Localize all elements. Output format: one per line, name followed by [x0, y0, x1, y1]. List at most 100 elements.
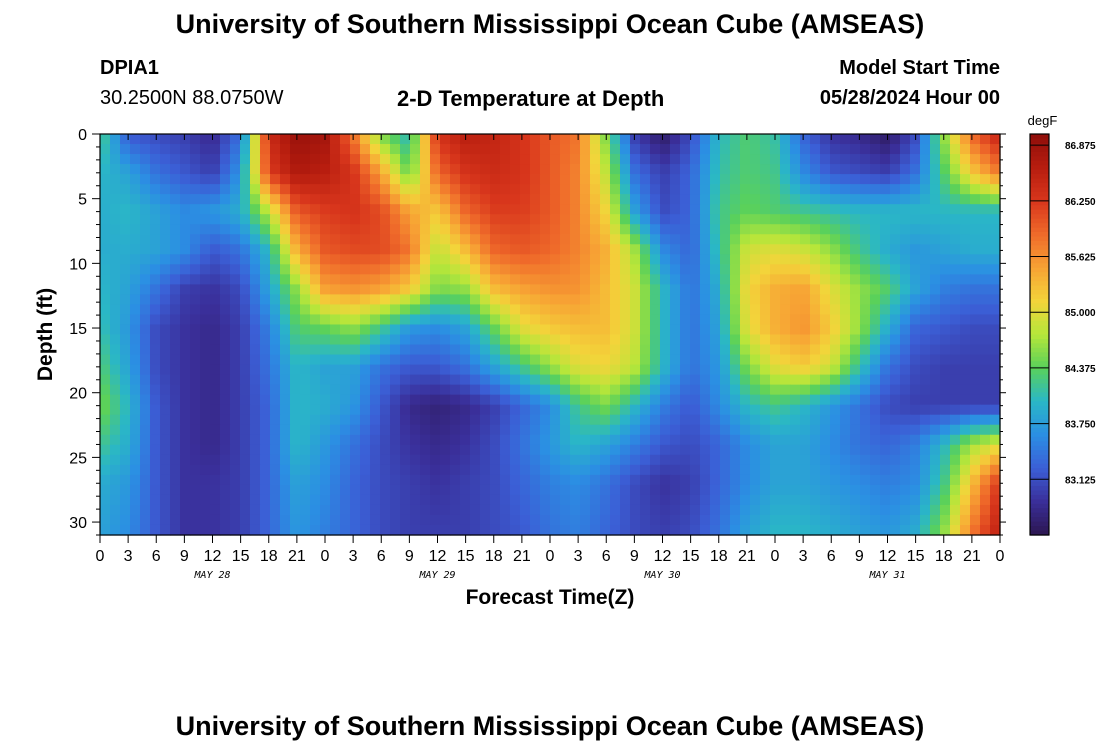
- heatmap-cell: [850, 354, 861, 366]
- heatmap-cell: [830, 134, 841, 145]
- heatmap-cell: [690, 224, 701, 235]
- heatmap-cell: [890, 424, 901, 436]
- heatmap-cell: [190, 494, 201, 506]
- heatmap-cell: [540, 214, 551, 225]
- heatmap-cell: [400, 244, 411, 255]
- heatmap-cell: [440, 134, 451, 145]
- colorbar-swatch: [1030, 147, 1049, 153]
- heatmap-cell: [680, 404, 691, 416]
- heatmap-cell: [710, 444, 721, 456]
- heatmap-cell: [820, 174, 831, 185]
- heatmap-cell: [160, 514, 171, 526]
- heatmap-cell: [520, 194, 531, 205]
- heatmap-cell: [510, 354, 521, 366]
- heatmap-cell: [870, 424, 881, 436]
- heatmap-cell: [540, 254, 551, 265]
- heatmap-cell: [420, 404, 431, 416]
- heatmap-cell: [980, 194, 991, 205]
- heatmap-cell: [760, 354, 771, 366]
- heatmap-cell: [510, 404, 521, 416]
- heatmap-cell: [170, 504, 181, 516]
- heatmap-cell: [340, 484, 351, 496]
- heatmap-cell: [480, 314, 491, 326]
- heatmap-cell: [480, 174, 491, 185]
- heatmap-cell: [970, 334, 981, 346]
- colorbar-swatch: [1030, 352, 1049, 358]
- heatmap-cell: [500, 514, 511, 526]
- heatmap-cell: [360, 274, 371, 285]
- heatmap-cell: [330, 224, 341, 235]
- heatmap-cell: [930, 364, 941, 376]
- heatmap-cell: [720, 414, 731, 426]
- x-tick-label: 15: [457, 548, 475, 565]
- heatmap-cell: [850, 284, 861, 296]
- heatmap-cell: [450, 354, 461, 366]
- heatmap-cell: [420, 214, 431, 225]
- heatmap-cell: [240, 364, 251, 376]
- heatmap-cell: [240, 514, 251, 526]
- heatmap-cell: [630, 494, 641, 506]
- heatmap-cell: [190, 184, 201, 195]
- heatmap-cell: [190, 474, 201, 486]
- heatmap-cell: [360, 164, 371, 175]
- heatmap-cell: [560, 464, 571, 476]
- heatmap-cell: [570, 464, 581, 476]
- heatmap-cell: [510, 384, 521, 396]
- heatmap-cell: [560, 334, 571, 346]
- heatmap-cell: [320, 404, 331, 416]
- heatmap-cell: [450, 444, 461, 456]
- heatmap-cell: [170, 174, 181, 185]
- heatmap-cell: [150, 494, 161, 506]
- heatmap-cell: [370, 494, 381, 506]
- heatmap-cell: [770, 334, 781, 346]
- heatmap-cell: [140, 414, 151, 426]
- heatmap-cell: [630, 334, 641, 346]
- heatmap-cell: [640, 144, 651, 155]
- heatmap-cell: [810, 414, 821, 426]
- heatmap-cell: [680, 454, 691, 466]
- heatmap-cell: [550, 164, 561, 175]
- heatmap-cell: [800, 484, 811, 496]
- heatmap-cell: [230, 254, 241, 265]
- heatmap-cell: [930, 404, 941, 416]
- heatmap-cell: [870, 454, 881, 466]
- heatmap-cell: [870, 474, 881, 486]
- heatmap-cell: [640, 474, 651, 486]
- heatmap-cell: [640, 194, 651, 205]
- heatmap-cell: [890, 444, 901, 456]
- heatmap-cell: [320, 334, 331, 346]
- heatmap-cell: [430, 494, 441, 506]
- heatmap-cell: [610, 264, 621, 275]
- heatmap-cell: [490, 274, 501, 285]
- heatmap-cell: [420, 324, 431, 336]
- heatmap-cell: [930, 204, 941, 215]
- heatmap-cell: [110, 484, 121, 496]
- heatmap-cell: [210, 384, 221, 396]
- heatmap-cell: [410, 424, 421, 436]
- heatmap-cell: [380, 314, 391, 326]
- heatmap-cell: [400, 454, 411, 466]
- heatmap-cell: [110, 234, 121, 245]
- x-tick-label: 0: [321, 548, 330, 565]
- heatmap-cell: [160, 204, 171, 215]
- heatmap-cell: [860, 464, 871, 476]
- heatmap-cell: [440, 334, 451, 346]
- heatmap-cell: [990, 304, 1001, 316]
- heatmap-cell: [290, 234, 301, 245]
- heatmap-cell: [290, 484, 301, 496]
- heatmap-cell: [170, 334, 181, 346]
- heatmap-cell: [470, 464, 481, 476]
- heatmap-cell: [730, 304, 741, 316]
- heatmap-cell: [390, 344, 401, 356]
- heatmap-cell: [280, 464, 291, 476]
- colorbar-swatch: [1030, 356, 1049, 362]
- heatmap-cell: [160, 344, 171, 356]
- heatmap-cell: [880, 464, 891, 476]
- heatmap-cell: [810, 294, 821, 306]
- heatmap-cell: [350, 384, 361, 396]
- heatmap-cell: [640, 414, 651, 426]
- heatmap-cell: [660, 464, 671, 476]
- heatmap-cell: [460, 294, 471, 306]
- heatmap-cell: [800, 454, 811, 466]
